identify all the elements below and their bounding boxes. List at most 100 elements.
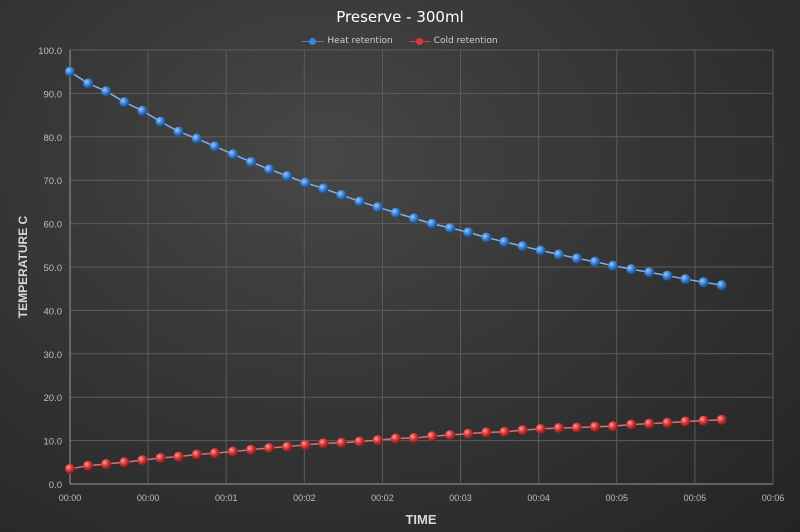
heat-retention-line xyxy=(69,71,722,286)
cold-data-point xyxy=(481,427,492,438)
cold-marker-icon xyxy=(408,37,431,45)
y-tick-label: 50.0 xyxy=(44,263,63,274)
heat-data-point xyxy=(499,236,510,247)
y-tick-label: 30.0 xyxy=(44,350,63,361)
cold-data-point xyxy=(101,459,112,470)
x-tick-label: 00:03 xyxy=(449,493,472,503)
heat-data-point xyxy=(571,253,582,264)
heat-data-point xyxy=(264,164,275,175)
heat-data-point xyxy=(481,232,492,243)
heat-data-point xyxy=(716,280,727,291)
heat-data-point xyxy=(644,267,655,278)
y-tick-label: 10.0 xyxy=(44,437,63,448)
x-tick-label: 00:04 xyxy=(527,493,550,503)
heat-data-point xyxy=(409,213,420,224)
cold-data-point xyxy=(499,426,510,437)
x-tick-label: 00:01 xyxy=(215,493,238,503)
heat-data-point xyxy=(517,241,528,252)
cold-data-point xyxy=(336,437,347,448)
heat-data-point xyxy=(137,105,148,116)
y-tick-label: 0.0 xyxy=(49,480,62,491)
cold-data-point xyxy=(535,423,546,434)
cold-data-point xyxy=(65,463,75,474)
heat-data-point xyxy=(227,149,238,160)
cold-data-point xyxy=(517,425,528,436)
heat-marker-icon xyxy=(302,37,325,45)
cold-data-point xyxy=(119,457,130,468)
cold-data-point xyxy=(427,431,438,442)
cold-data-point xyxy=(553,423,564,434)
heat-data-point xyxy=(83,78,94,89)
cold-data-point xyxy=(282,441,293,452)
heat-data-point xyxy=(119,97,130,108)
y-tick-label: 80.0 xyxy=(44,133,63,144)
heat-data-point xyxy=(662,270,673,281)
y-axis-label: TEMPERATURE C xyxy=(16,215,30,318)
y-tick-label: 60.0 xyxy=(44,220,63,231)
cold-data-point xyxy=(716,414,727,425)
cold-data-point xyxy=(372,435,383,446)
heat-data-point xyxy=(282,170,293,181)
y-tick-label: 20.0 xyxy=(44,393,63,404)
cold-data-point xyxy=(354,436,365,447)
heat-data-point xyxy=(626,264,637,275)
cold-data-point xyxy=(571,422,582,433)
chart-title: Preserve - 300ml xyxy=(336,8,464,26)
cold-data-point xyxy=(155,452,166,463)
y-tick-label: 70.0 xyxy=(44,176,63,187)
heat-data-point xyxy=(155,116,166,127)
legend: Heat retention Cold retention xyxy=(0,36,800,46)
heat-data-point xyxy=(318,183,329,194)
cold-data-point xyxy=(644,418,655,429)
cold-data-point xyxy=(608,421,619,432)
legend-label-cold: Cold retention xyxy=(433,36,498,46)
heat-data-point xyxy=(173,126,184,137)
cold-data-point xyxy=(246,444,257,455)
heat-data-point xyxy=(680,274,691,285)
x-tick-label: 00:05 xyxy=(606,493,629,503)
y-tick-label: 90.0 xyxy=(44,89,63,100)
x-tick-label: 00:05 xyxy=(684,493,707,503)
heat-data-point xyxy=(608,260,619,271)
cold-data-point xyxy=(227,446,238,457)
heat-data-point xyxy=(698,277,709,288)
heat-data-point xyxy=(101,86,112,97)
legend-label-heat: Heat retention xyxy=(327,36,393,46)
x-tick-label: 00:06 xyxy=(762,493,785,503)
heat-data-point xyxy=(336,189,347,200)
x-tick-label: 00:02 xyxy=(371,493,394,503)
cold-data-point xyxy=(662,417,673,428)
cold-data-point xyxy=(137,455,148,466)
heat-data-point xyxy=(354,196,365,207)
heat-data-point xyxy=(553,249,564,260)
cold-data-point xyxy=(409,432,420,443)
heat-data-point xyxy=(246,156,257,167)
heat-data-point xyxy=(209,141,220,152)
cold-data-point xyxy=(680,416,691,427)
heat-data-point xyxy=(300,177,311,188)
heat-data-point xyxy=(463,227,474,238)
heat-data-point xyxy=(590,256,601,267)
cold-data-point xyxy=(264,442,275,453)
cold-data-point xyxy=(209,448,220,459)
heat-data-point xyxy=(372,202,383,213)
x-tick-label: 00:00 xyxy=(137,493,160,503)
x-axis-label: TIME xyxy=(405,512,436,527)
cold-data-point xyxy=(173,451,184,462)
cold-retention-line xyxy=(69,419,722,470)
heat-data-point xyxy=(535,245,546,256)
x-tick-label: 00:00 xyxy=(59,493,82,503)
heat-data-point xyxy=(427,218,438,229)
y-tick-label: 40.0 xyxy=(44,306,63,317)
cold-data-point xyxy=(463,428,474,439)
cold-data-point xyxy=(191,449,202,460)
heat-data-point xyxy=(191,133,202,144)
cold-data-point xyxy=(390,433,401,444)
cold-data-point xyxy=(590,421,601,432)
cold-data-point xyxy=(83,460,94,471)
legend-item-cold: Cold retention xyxy=(408,36,498,46)
cold-data-point xyxy=(300,439,311,450)
y-tick-label: 100.0 xyxy=(38,46,62,57)
heat-data-point xyxy=(445,222,456,233)
